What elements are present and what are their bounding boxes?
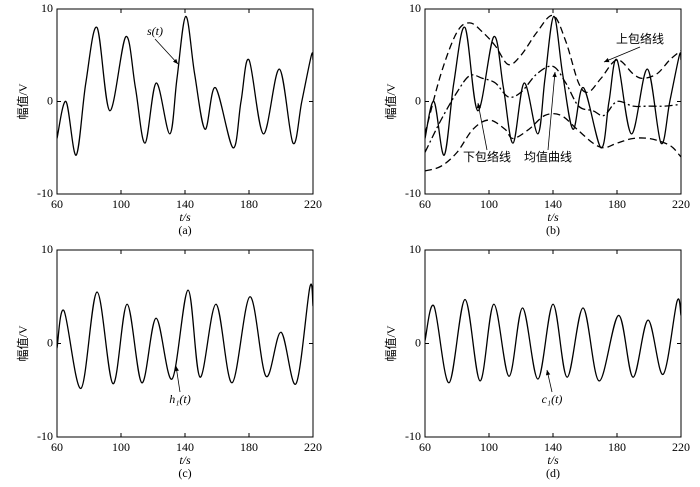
y-axis-label: 幅值/V [15,325,30,361]
y-tick-label: 10 [41,1,53,15]
series-line [425,65,681,153]
series-line [425,14,681,135]
annotation-arrow [547,71,556,151]
y-tick-label: -10 [405,429,421,443]
x-axis-label: t/s [179,210,191,224]
x-tick-label: 60 [51,197,63,211]
y-tick-label: -10 [37,429,53,443]
series-line [425,112,681,172]
series-label: 均值曲线 [524,149,572,164]
x-tick-label: 180 [240,197,258,211]
y-tick-label: 0 [47,335,53,349]
series-line [425,298,681,384]
series-label: 上包络线 [616,31,664,46]
plot-frame [56,8,314,195]
x-tick-label: 220 [304,197,322,211]
arrow-head [172,58,178,64]
x-axis-label: t/s [547,453,559,467]
x-tick-label: 100 [480,440,498,454]
y-tick-label: -10 [37,186,53,200]
arrow-head [174,366,179,372]
x-tick-label: 180 [240,440,258,454]
y-tick-label: -10 [405,186,421,200]
x-tick-label: 180 [608,197,626,211]
y-tick-label: 10 [409,242,421,256]
plot-frame [56,249,314,438]
x-axis-label: t/s [547,210,559,224]
x-tick-label: 140 [176,440,194,454]
x-tick-label: 140 [176,197,194,211]
caption: (b) [546,223,560,237]
caption: (c) [178,466,191,480]
x-tick-label: 60 [419,197,431,211]
series-line [57,15,313,156]
plot-frame [424,249,682,438]
annotation-arrow [154,38,179,65]
y-tick-label: 10 [409,1,421,15]
chart-panel: 60 100 140 180 220 -10 0 10 t/s(c) 幅值/V h₁(t) [15,242,322,480]
series-label: 下包络线 [463,149,511,164]
x-tick-label: 60 [51,440,63,454]
y-axis-label: 幅值/V [383,83,398,119]
y-tick-label: 10 [41,242,53,256]
arrow-head [604,58,610,63]
series-label: h₁(t) [169,392,191,406]
caption: (d) [546,466,560,480]
y-axis-label: 幅值/V [383,325,398,361]
x-tick-label: 180 [608,440,626,454]
x-tick-label: 220 [672,440,690,454]
y-tick-label: 0 [415,335,421,349]
caption: (a) [178,223,191,237]
x-tick-label: 100 [112,440,130,454]
arrow-head [476,103,482,109]
x-tick-label: 100 [480,197,498,211]
x-tick-label: 60 [419,440,431,454]
chart-panel: 60 100 140 180 220 -10 0 10 t/s(d) 幅值/V c₁(t) [383,242,690,480]
x-tick-label: 140 [544,440,562,454]
series-label: s(t) [147,24,163,38]
chart-panel: 60 100 140 180 220 -10 0 10 t/s(a) 幅值/V s(t) [15,1,322,237]
y-axis-label: 幅值/V [15,83,30,119]
annotation-arrow [603,46,641,63]
series-line [57,283,313,390]
x-axis-label: t/s [179,453,191,467]
x-tick-label: 100 [112,197,130,211]
x-tick-label: 220 [672,197,690,211]
x-tick-label: 140 [544,197,562,211]
series-label: c₁(t) [542,392,563,406]
x-tick-label: 220 [304,440,322,454]
y-tick-label: 0 [47,93,53,107]
y-tick-label: 0 [415,93,421,107]
arrow-head [552,72,557,78]
arrow-head [545,370,551,376]
annotation-arrow [477,102,488,151]
series-line [425,15,681,156]
